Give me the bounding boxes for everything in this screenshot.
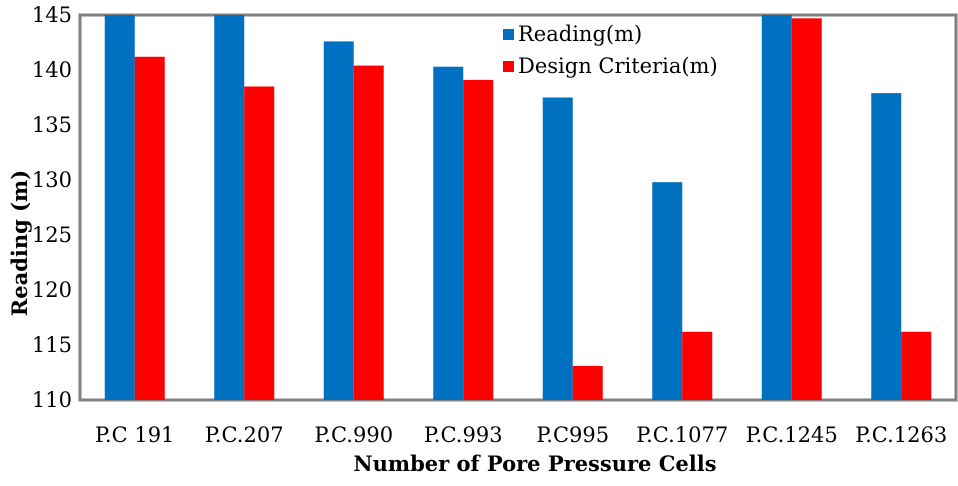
y-tick-label: 120 [32, 278, 72, 302]
bar-design-criteria-3 [463, 79, 494, 401]
bar-design-criteria-7 [901, 331, 932, 400]
y-tick-label: 135 [32, 113, 72, 137]
plot-frame [78, 13, 958, 402]
x-tick-label: P.C.990 [314, 423, 393, 447]
legend-swatch-design-criteria [503, 61, 514, 72]
y-tick-label: 110 [32, 388, 72, 412]
y-tick-label: 145 [32, 3, 72, 27]
x-tick-label: P.C.993 [424, 423, 503, 447]
bar-reading-5 [652, 182, 683, 400]
bar-reading-1 [214, 15, 245, 400]
x-axis-title: Number of Pore Pressure Cells [353, 451, 716, 476]
bar-reading-3 [433, 66, 464, 400]
bar-reading-4 [542, 97, 573, 400]
bar-reading-2 [323, 41, 354, 401]
legend-swatch-reading [503, 29, 514, 40]
y-axis-title: Reading (m) [7, 170, 32, 316]
bar-design-criteria-2 [353, 65, 384, 400]
bar-reading-7 [871, 93, 902, 400]
x-tick-label: P.C.1263 [855, 423, 947, 447]
legend: Reading(m) Design Criteria(m) [503, 22, 718, 78]
y-tick-label: 125 [32, 223, 72, 247]
x-axis-ticks: P.C 191 P.C.207 P.C.990 P.C.993 P.C995 P.C.10… [95, 423, 947, 447]
bar-reading-6 [761, 15, 792, 400]
bar-reading-0 [104, 15, 135, 400]
bar-design-criteria-4 [572, 365, 603, 400]
x-tick-label: P.C995 [536, 423, 609, 447]
legend-label-design-criteria: Design Criteria(m) [518, 54, 718, 78]
x-tick-label: P.C.1245 [746, 423, 838, 447]
y-axis-ticks: 110 115 120 125 130 135 140 145 [32, 3, 72, 412]
bar-design-criteria-1 [244, 86, 275, 400]
bars-group [104, 15, 932, 401]
y-tick-label: 130 [32, 168, 72, 192]
legend-label-reading: Reading(m) [518, 22, 642, 46]
bar-design-criteria-6 [791, 18, 822, 401]
x-tick-label: P.C.207 [205, 423, 284, 447]
bar-design-criteria-5 [682, 331, 713, 400]
y-tick-label: 140 [32, 58, 72, 82]
bar-design-criteria-0 [134, 56, 165, 401]
y-tick-label: 115 [32, 333, 72, 357]
x-tick-label: P.C.1077 [636, 423, 728, 447]
x-tick-label: P.C 191 [95, 423, 174, 447]
